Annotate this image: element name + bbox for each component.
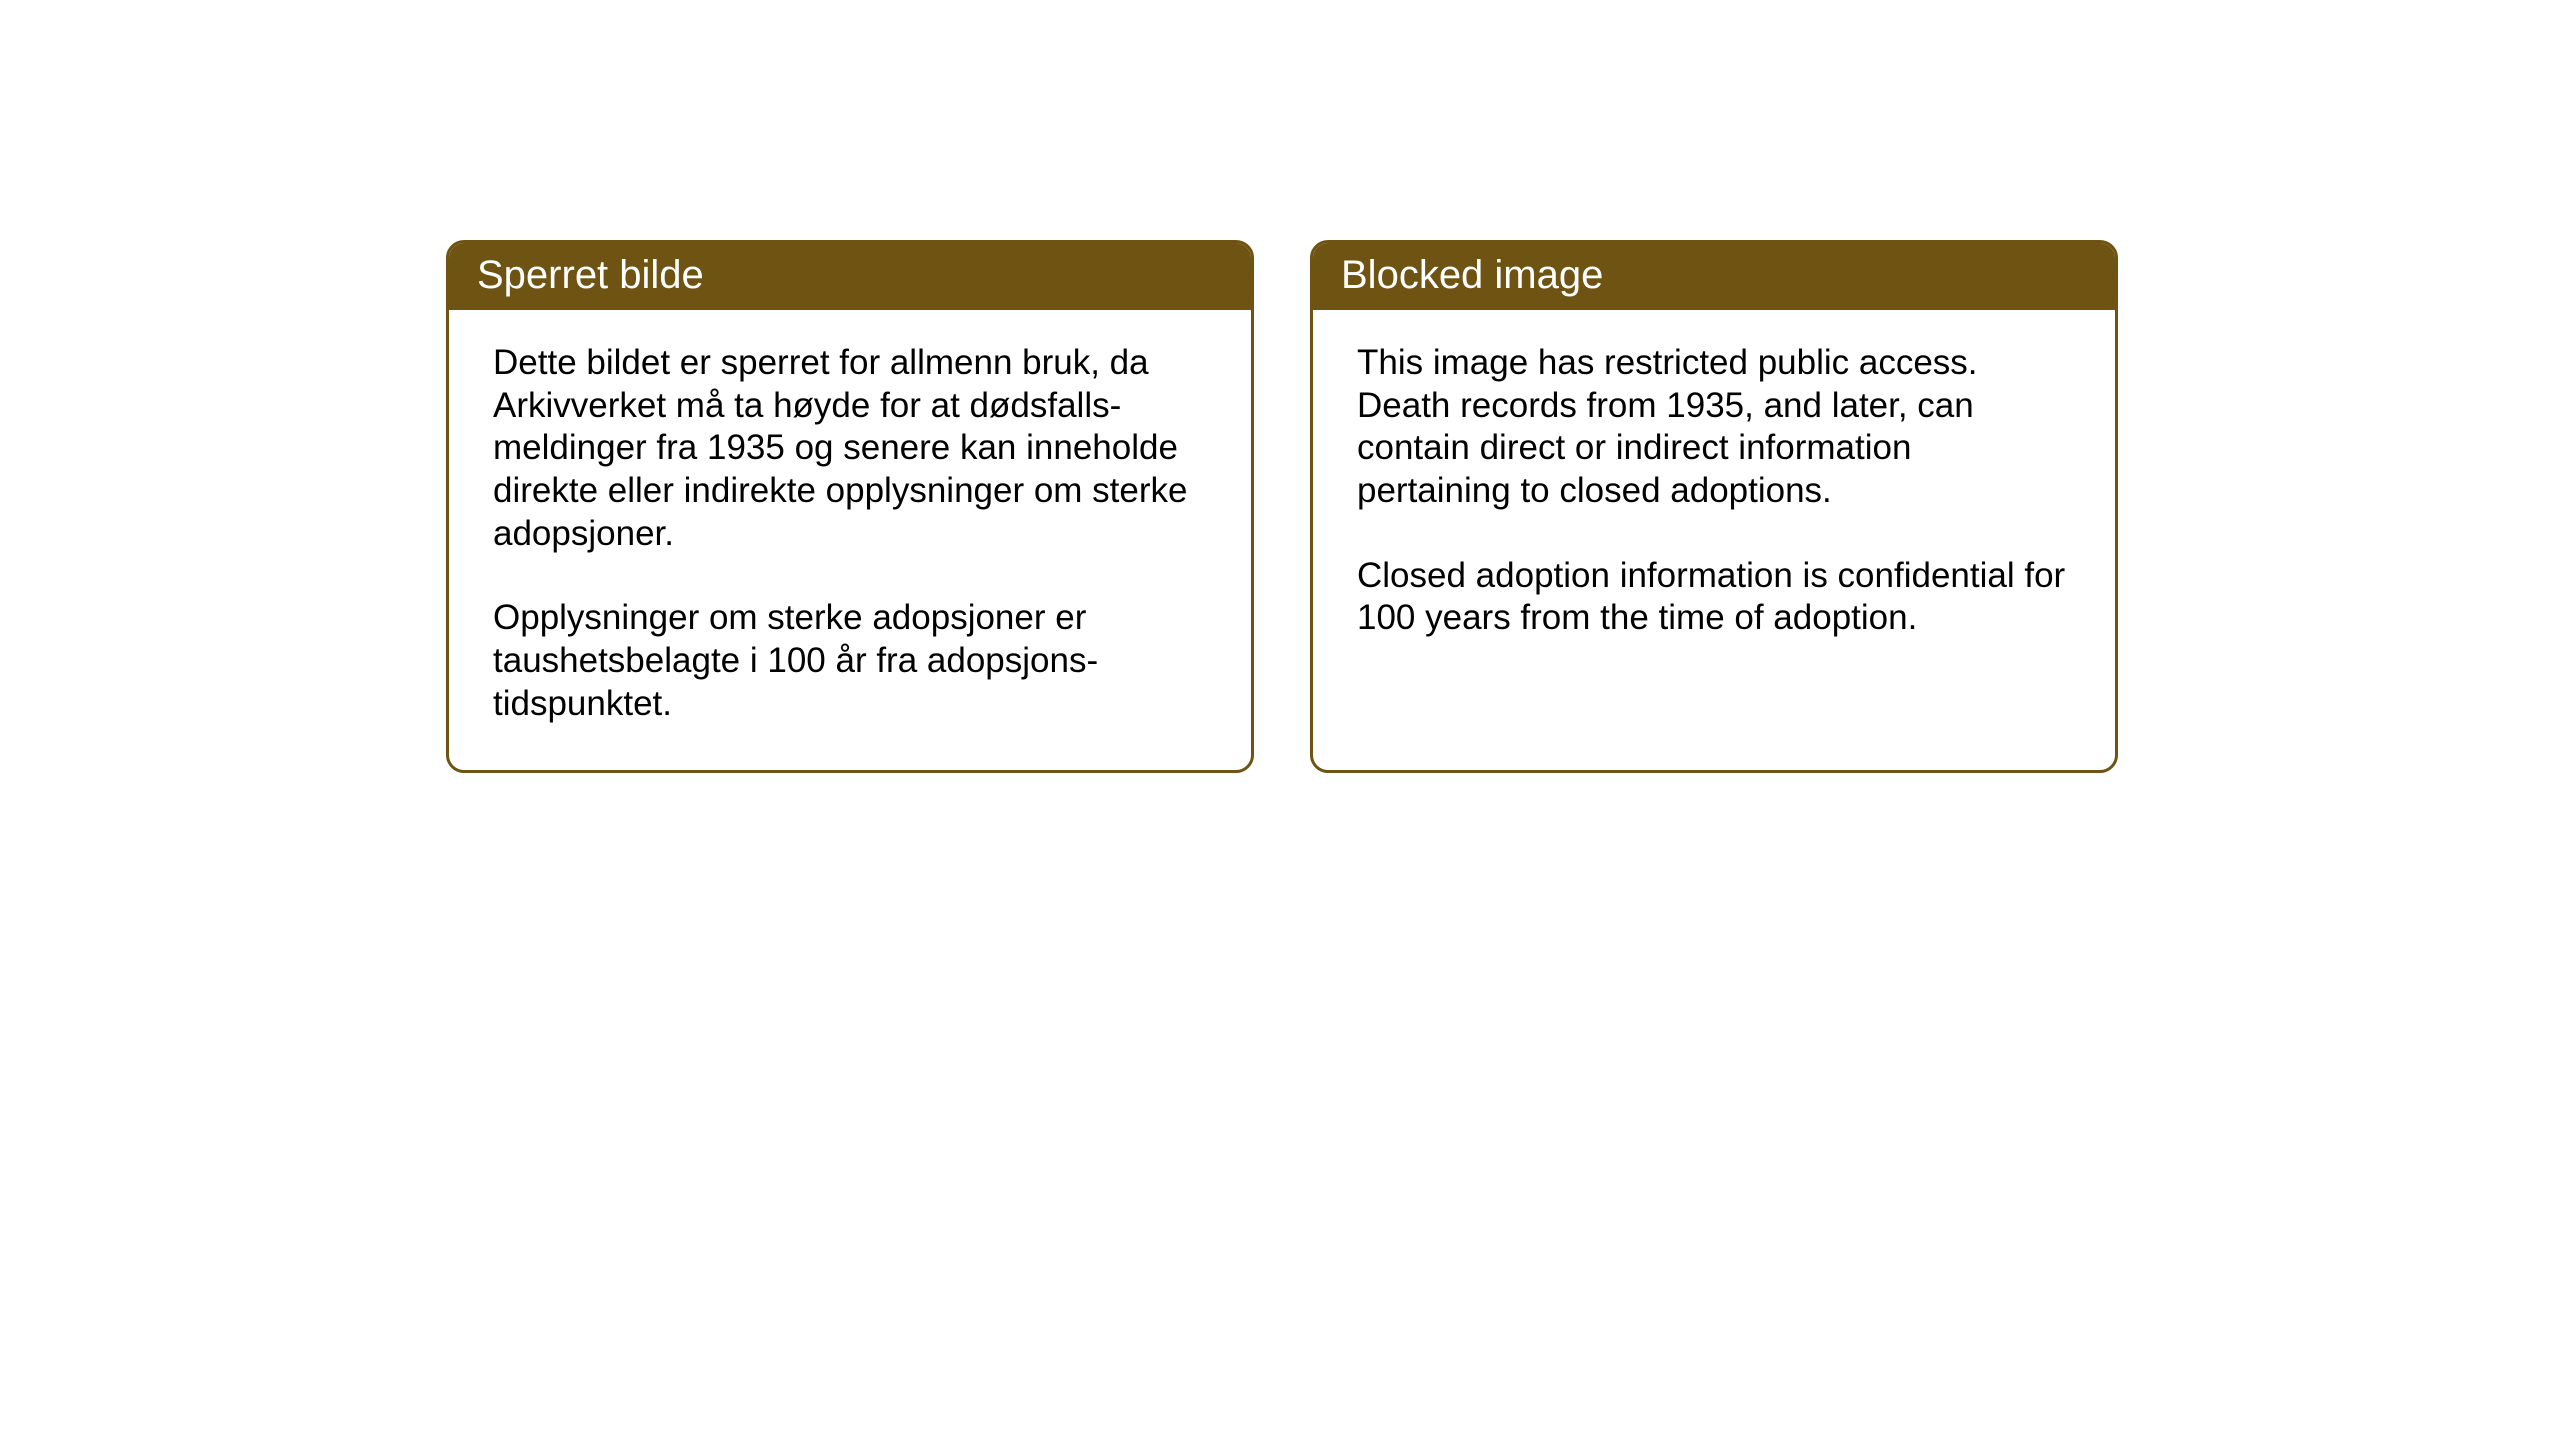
card-body-english: This image has restricted public access.… [1313,310,2115,750]
card-header-norwegian: Sperret bilde [449,243,1251,310]
card-body-norwegian: Dette bildet er sperret for allmenn bruk… [449,310,1251,770]
card-paragraph: Dette bildet er sperret for allmenn bruk… [493,342,1207,555]
card-title: Sperret bilde [477,253,704,297]
card-paragraph: Closed adoption information is confident… [1357,555,2071,640]
card-paragraph: Opplysninger om sterke adopsjoner er tau… [493,597,1207,725]
card-header-english: Blocked image [1313,243,2115,310]
notice-cards-container: Sperret bilde Dette bildet er sperret fo… [446,240,2118,773]
notice-card-norwegian: Sperret bilde Dette bildet er sperret fo… [446,240,1254,773]
card-title: Blocked image [1341,253,1603,297]
notice-card-english: Blocked image This image has restricted … [1310,240,2118,773]
card-paragraph: This image has restricted public access.… [1357,342,2071,513]
